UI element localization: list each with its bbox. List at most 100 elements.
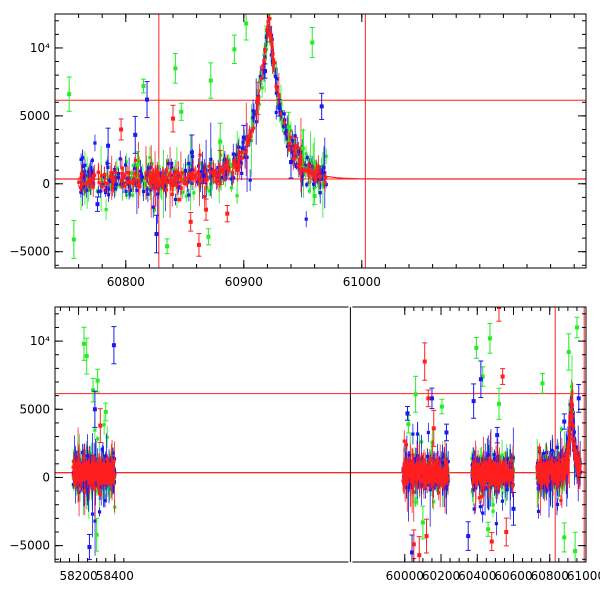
data-point xyxy=(168,173,172,177)
data-point xyxy=(324,154,328,158)
data-point xyxy=(214,180,218,184)
data-point xyxy=(154,184,158,188)
data-point xyxy=(170,161,174,166)
data-point xyxy=(137,179,141,183)
data-point xyxy=(141,178,145,182)
data-point xyxy=(97,510,102,514)
data-point xyxy=(99,174,104,178)
data-point xyxy=(95,489,99,493)
data-point xyxy=(150,162,154,166)
data-point xyxy=(166,162,170,166)
data-point xyxy=(258,75,262,79)
data-point xyxy=(505,487,509,492)
top-panel: −5000 0 5000 10⁴ 60800 60900 61000 xyxy=(9,13,587,289)
data-point xyxy=(555,502,560,507)
data-point xyxy=(404,485,409,490)
data-point xyxy=(290,138,294,143)
data-point xyxy=(260,72,264,76)
data-point xyxy=(120,166,124,170)
data-point xyxy=(165,175,169,179)
data-point xyxy=(107,178,112,182)
data-point xyxy=(307,170,311,174)
data-point xyxy=(123,173,127,177)
data-point xyxy=(232,47,237,52)
data-point xyxy=(494,489,498,493)
plot-area xyxy=(55,14,586,268)
data-point xyxy=(182,181,186,185)
data-point xyxy=(146,192,150,196)
data-point xyxy=(118,157,122,161)
data-point xyxy=(83,163,87,167)
data-point xyxy=(98,189,103,193)
data-point xyxy=(103,190,108,195)
data-point xyxy=(321,183,325,187)
data-point xyxy=(542,452,546,456)
data-point xyxy=(105,435,109,439)
data-point xyxy=(104,173,108,177)
data-point xyxy=(313,173,317,177)
data-point xyxy=(287,140,291,144)
data-point xyxy=(67,92,72,97)
data-point xyxy=(105,181,110,185)
data-point xyxy=(128,188,133,192)
data-point xyxy=(559,427,564,431)
data-point xyxy=(201,173,206,178)
data-point xyxy=(421,483,426,487)
data-point xyxy=(111,451,115,455)
data-point xyxy=(261,66,265,70)
data-point xyxy=(173,178,177,182)
data-point xyxy=(295,155,299,159)
data-point xyxy=(415,432,420,436)
data-point xyxy=(277,95,281,99)
data-point xyxy=(175,170,179,174)
data-point xyxy=(259,76,263,81)
data-point xyxy=(201,176,205,180)
data-point xyxy=(189,150,194,155)
data-point xyxy=(273,61,277,65)
data-point xyxy=(80,458,84,462)
data-point xyxy=(177,197,181,202)
data-point xyxy=(152,208,156,212)
data-point xyxy=(173,176,177,180)
data-point xyxy=(95,437,100,441)
data-point xyxy=(446,459,450,464)
data-point xyxy=(179,174,183,179)
data-point xyxy=(105,186,109,190)
data-point xyxy=(151,205,155,209)
data-point xyxy=(491,503,495,507)
data-point xyxy=(285,137,290,141)
data-point xyxy=(260,86,264,90)
data-point xyxy=(171,116,175,121)
data-point xyxy=(91,185,95,189)
data-point xyxy=(79,190,83,194)
data-point xyxy=(215,177,220,181)
data-point xyxy=(479,455,484,459)
data-point xyxy=(243,150,247,154)
data-point xyxy=(262,52,266,56)
data-point xyxy=(543,491,547,495)
data-point xyxy=(180,191,184,195)
data-point xyxy=(291,157,295,161)
data-point xyxy=(106,165,110,170)
data-point xyxy=(166,159,170,164)
data-point xyxy=(323,171,327,175)
data-point xyxy=(78,186,83,190)
data-point xyxy=(131,193,135,197)
data-point xyxy=(194,175,198,180)
data-point xyxy=(204,175,208,179)
data-point xyxy=(311,182,316,186)
data-point xyxy=(318,191,322,195)
data-point xyxy=(208,78,213,83)
data-point xyxy=(492,456,497,461)
data-point xyxy=(137,159,141,163)
data-point xyxy=(245,155,249,159)
data-point xyxy=(285,144,290,149)
data-point xyxy=(177,171,181,175)
data-point xyxy=(171,183,175,187)
data-point xyxy=(198,161,202,165)
x-tick-label: 61000 xyxy=(343,275,381,289)
data-point xyxy=(219,175,223,179)
data-point xyxy=(314,178,318,182)
data-point xyxy=(135,162,140,167)
data-point xyxy=(240,156,244,160)
